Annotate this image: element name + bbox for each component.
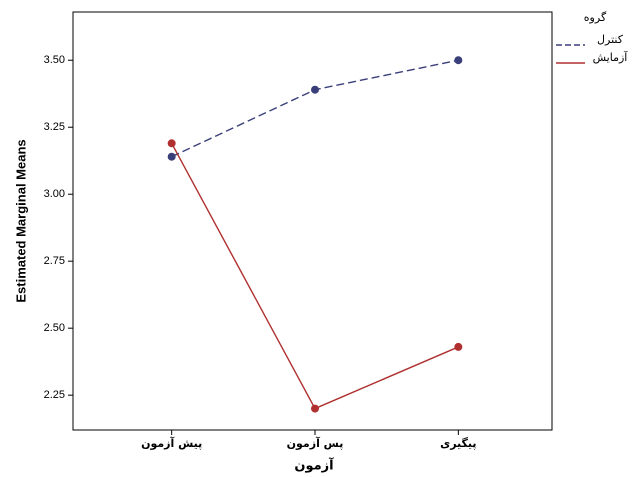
legend-title: گروه [584,11,607,24]
y-tick-label: 2.25 [44,389,65,401]
data-point [167,139,176,148]
y-tick-label: 3.25 [44,121,65,133]
x-tick-label: پیش آزمون [141,436,202,450]
y-axis-label: Estimated Marginal Means [13,139,28,302]
legend-label: آزمایش [593,50,629,64]
y-tick-label: 3.50 [44,54,65,66]
data-point [167,152,176,161]
series-line [171,142,459,410]
x-tick-label: پس آزمون [287,436,344,450]
data-point [311,85,319,94]
data-point [454,56,463,65]
series-line [171,59,459,158]
y-tick-label: 3.00 [44,188,65,200]
x-axis-label: آزمون [294,457,334,474]
x-tick-label: پیگیری [440,437,476,450]
data-point [454,342,463,351]
y-tick-label: 2.50 [44,322,65,334]
data-point [311,404,319,413]
y-tick-label: 2.75 [44,255,65,267]
legend-label: کنترل [597,33,624,46]
plot-frame [72,11,553,431]
